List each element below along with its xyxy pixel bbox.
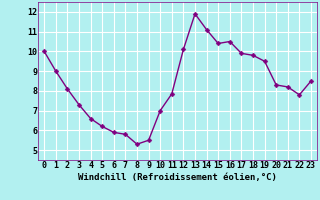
X-axis label: Windchill (Refroidissement éolien,°C): Windchill (Refroidissement éolien,°C)	[78, 173, 277, 182]
